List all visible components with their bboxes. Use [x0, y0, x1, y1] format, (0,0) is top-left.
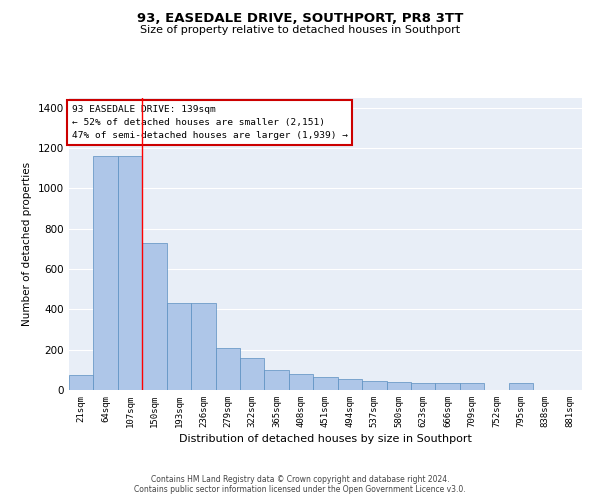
Bar — [436, 383, 460, 390]
Bar — [362, 381, 386, 390]
Text: 93, EASEDALE DRIVE, SOUTHPORT, PR8 3TT: 93, EASEDALE DRIVE, SOUTHPORT, PR8 3TT — [137, 12, 463, 26]
Bar — [313, 377, 338, 390]
Bar — [69, 375, 94, 390]
Bar — [265, 370, 289, 390]
Y-axis label: Number of detached properties: Number of detached properties — [22, 162, 32, 326]
Bar — [142, 242, 167, 390]
Bar — [509, 383, 533, 390]
Bar — [411, 383, 436, 390]
Bar — [338, 379, 362, 390]
Text: Contains HM Land Registry data © Crown copyright and database right 2024.
Contai: Contains HM Land Registry data © Crown c… — [134, 474, 466, 494]
Bar — [94, 156, 118, 390]
Bar — [240, 358, 265, 390]
Bar — [118, 156, 142, 390]
Bar — [289, 374, 313, 390]
X-axis label: Distribution of detached houses by size in Southport: Distribution of detached houses by size … — [179, 434, 472, 444]
Text: 93 EASEDALE DRIVE: 139sqm
← 52% of detached houses are smaller (2,151)
47% of se: 93 EASEDALE DRIVE: 139sqm ← 52% of detac… — [71, 105, 347, 140]
Bar — [167, 304, 191, 390]
Bar — [215, 348, 240, 390]
Bar — [460, 383, 484, 390]
Text: Size of property relative to detached houses in Southport: Size of property relative to detached ho… — [140, 25, 460, 35]
Bar — [191, 304, 215, 390]
Bar — [386, 382, 411, 390]
